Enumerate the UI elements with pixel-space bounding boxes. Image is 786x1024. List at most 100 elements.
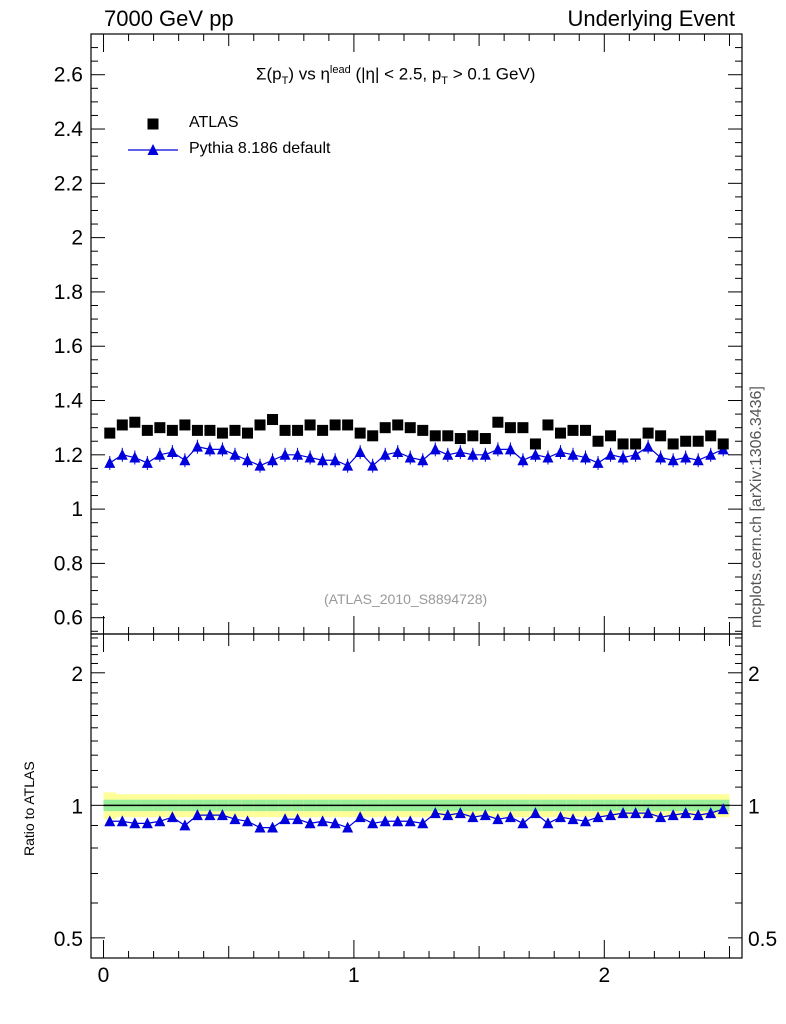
ratio-pythia-point (116, 815, 128, 827)
title-sup: lead (329, 64, 351, 76)
atlas-point (642, 427, 654, 439)
ratio-pythia-point (191, 809, 203, 821)
ratio-pythia-point (667, 809, 679, 821)
ratio-pythia-point (367, 817, 379, 829)
atlas-point (267, 414, 279, 426)
title-part: (|η| < 2.5, p (350, 64, 442, 84)
atlas-point (630, 438, 642, 450)
ratio-pythia-point (379, 815, 391, 827)
y-tick-label: 1.4 (54, 390, 84, 413)
legend-pythia-marker (147, 144, 159, 155)
ratio-pythia-point (329, 817, 341, 829)
atlas-point (542, 419, 554, 431)
ratio-pythia-point (567, 813, 579, 825)
pythia-point (129, 451, 141, 463)
atlas-point (692, 435, 704, 447)
atlas-point (429, 430, 441, 442)
header-left: 7000 GeV pp (104, 6, 234, 31)
ratio-pythia-point (655, 811, 667, 823)
atlas-point (204, 424, 216, 436)
legend-atlas-marker (147, 118, 159, 130)
pythia-point (267, 454, 279, 466)
pythia-point (342, 459, 354, 471)
pythia-point (479, 448, 491, 460)
y-tick-label: 0.6 (54, 607, 83, 630)
ratio-pythia-point (267, 821, 279, 833)
ratio-pythia-point (404, 815, 416, 827)
atlas-point (580, 424, 592, 436)
atlas-point (279, 424, 291, 436)
ratio-y-tick-label: 1 (71, 795, 83, 818)
pythia-point (354, 446, 366, 458)
ratio-y-tick-label-right: 2 (748, 663, 760, 686)
pythia-point (492, 443, 504, 455)
atlas-point (617, 438, 629, 450)
ratio-pythia-point (342, 821, 354, 833)
atlas-point (454, 433, 466, 445)
x-tick-label: 0 (98, 964, 110, 987)
pythia-point (304, 451, 316, 463)
atlas-point (592, 435, 604, 447)
atlas-point (317, 424, 329, 436)
atlas-point (154, 422, 166, 434)
pythia-point (392, 446, 404, 458)
atlas-point (379, 422, 391, 434)
pythia-point (580, 451, 592, 463)
header-right: Underlying Event (567, 6, 735, 31)
ratio-pythia-point (680, 807, 692, 819)
analysis-id: (ATLAS_2010_S8894728) (324, 591, 488, 607)
ratio-pythia-point (417, 817, 429, 829)
pythia-point (467, 448, 479, 460)
atlas-point (292, 424, 304, 436)
y-tick-label: 1.6 (54, 335, 83, 358)
ratio-pythia-point (204, 809, 216, 821)
ratio-pythia-point (392, 815, 404, 827)
ratio-pythia-point (454, 807, 466, 819)
ratio-pythia-point (642, 807, 654, 819)
atlas-point (417, 424, 429, 436)
atlas-point (504, 422, 516, 434)
pythia-point (404, 451, 416, 463)
pythia-point (554, 446, 566, 458)
atlas-point (705, 430, 717, 442)
atlas-point (479, 433, 491, 445)
atlas-point (342, 419, 354, 431)
atlas-point (492, 416, 504, 428)
atlas-point (404, 422, 416, 434)
atlas-point (517, 422, 529, 434)
y-tick-label: 2 (71, 227, 83, 250)
pythia-point (692, 454, 704, 466)
atlas-point (442, 430, 454, 442)
atlas-point (467, 430, 479, 442)
atlas-point (229, 424, 241, 436)
ratio-y-tick-label: 2 (71, 663, 83, 686)
pythia-point (417, 454, 429, 466)
ratio-y-tick-label-right: 1 (748, 795, 760, 818)
atlas-point (529, 438, 541, 450)
ratio-pythia-point (317, 815, 329, 827)
atlas-point (354, 427, 366, 439)
y-tick-label: 1.2 (54, 444, 83, 467)
pythia-point (667, 454, 679, 466)
ratio-pythia-point (216, 809, 228, 821)
pythia-point (292, 448, 304, 460)
ratio-pythia-point (580, 815, 592, 827)
ratio-pythia-point (141, 817, 153, 829)
ratio-pythia-point (129, 817, 141, 829)
ratio-y-tick-label: 0.5 (54, 928, 83, 951)
atlas-point (717, 438, 729, 450)
ratio-pythia-point (529, 807, 541, 819)
pythia-point (680, 451, 692, 463)
pythia-point (705, 448, 717, 460)
pythia-point (166, 446, 178, 458)
atlas-point (129, 416, 141, 428)
title-sub: T (281, 75, 289, 88)
pythia-point (367, 459, 379, 471)
ratio-pythia-point (442, 809, 454, 821)
ratio-pythia-point (104, 815, 116, 827)
atlas-point (241, 427, 253, 439)
main-panel: 0.6 0.8 1 1.2 1.4 1.6 1.8 2 2.2 2.4 2.6 (54, 33, 743, 958)
pythia-point (279, 448, 291, 460)
pythia-point (642, 440, 654, 452)
